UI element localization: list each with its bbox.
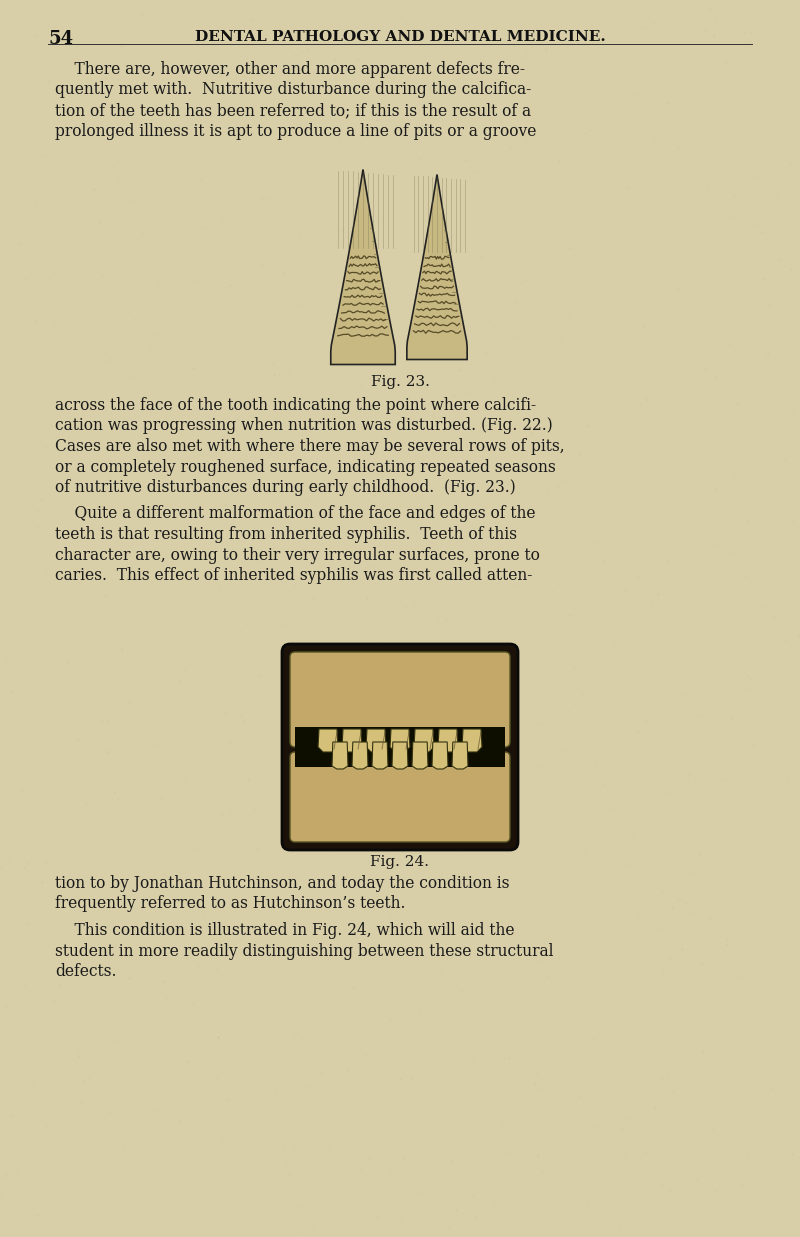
Polygon shape: [332, 742, 348, 769]
Polygon shape: [412, 742, 428, 769]
Polygon shape: [352, 742, 368, 769]
Text: or a completely roughened surface, indicating repeated seasons: or a completely roughened surface, indic…: [55, 459, 556, 475]
Polygon shape: [390, 729, 410, 752]
FancyBboxPatch shape: [290, 752, 510, 842]
Text: DENTAL PATHOLOGY AND DENTAL MEDICINE.: DENTAL PATHOLOGY AND DENTAL MEDICINE.: [194, 30, 606, 45]
Text: tion to by Jonathan Hutchinson, and today the condition is: tion to by Jonathan Hutchinson, and toda…: [55, 875, 510, 892]
Polygon shape: [330, 169, 395, 365]
Bar: [295, 727, 505, 767]
FancyBboxPatch shape: [290, 652, 510, 747]
Text: quently met with.  Nutritive disturbance during the calcifica-: quently met with. Nutritive disturbance …: [55, 82, 531, 99]
Polygon shape: [407, 174, 467, 360]
Polygon shape: [452, 742, 468, 769]
Text: caries.  This effect of inherited syphilis was first called atten-: caries. This effect of inherited syphili…: [55, 567, 532, 584]
Polygon shape: [372, 742, 388, 769]
Polygon shape: [432, 742, 448, 769]
Text: student in more readily distinguishing between these structural: student in more readily distinguishing b…: [55, 943, 554, 960]
FancyBboxPatch shape: [282, 644, 518, 850]
Text: Cases are also met with where there may be several rows of pits,: Cases are also met with where there may …: [55, 438, 565, 455]
Text: prolonged illness it is apt to produce a line of pits or a groove: prolonged illness it is apt to produce a…: [55, 122, 536, 140]
Polygon shape: [462, 729, 482, 752]
Text: This condition is illustrated in Fig. 24, which will aid the: This condition is illustrated in Fig. 24…: [55, 922, 514, 939]
Text: Fig. 23.: Fig. 23.: [370, 375, 430, 388]
Polygon shape: [392, 742, 408, 769]
Text: 54: 54: [48, 30, 73, 48]
Text: of nutritive disturbances during early childhood.  (Fig. 23.): of nutritive disturbances during early c…: [55, 479, 516, 496]
Text: Quite a different malformation of the face and edges of the: Quite a different malformation of the fa…: [55, 506, 535, 522]
Polygon shape: [342, 729, 362, 752]
Polygon shape: [366, 729, 386, 752]
Polygon shape: [318, 729, 338, 752]
Text: tion of the teeth has been referred to; if this is the result of a: tion of the teeth has been referred to; …: [55, 101, 531, 119]
Text: character are, owing to their very irregular surfaces, prone to: character are, owing to their very irreg…: [55, 547, 540, 564]
Text: across the face of the tooth indicating the point where calcifi-: across the face of the tooth indicating …: [55, 397, 536, 414]
Text: defects.: defects.: [55, 962, 117, 980]
Polygon shape: [414, 729, 434, 752]
Text: teeth is that resulting from inherited syphilis.  Teeth of this: teeth is that resulting from inherited s…: [55, 526, 517, 543]
Text: There are, however, other and more apparent defects fre-: There are, however, other and more appar…: [55, 61, 525, 78]
Polygon shape: [438, 729, 458, 752]
Text: Fig. 24.: Fig. 24.: [370, 855, 430, 870]
Text: cation was progressing when nutrition was disturbed. (Fig. 22.): cation was progressing when nutrition wa…: [55, 418, 553, 434]
Text: frequently referred to as Hutchinson’s teeth.: frequently referred to as Hutchinson’s t…: [55, 896, 406, 913]
